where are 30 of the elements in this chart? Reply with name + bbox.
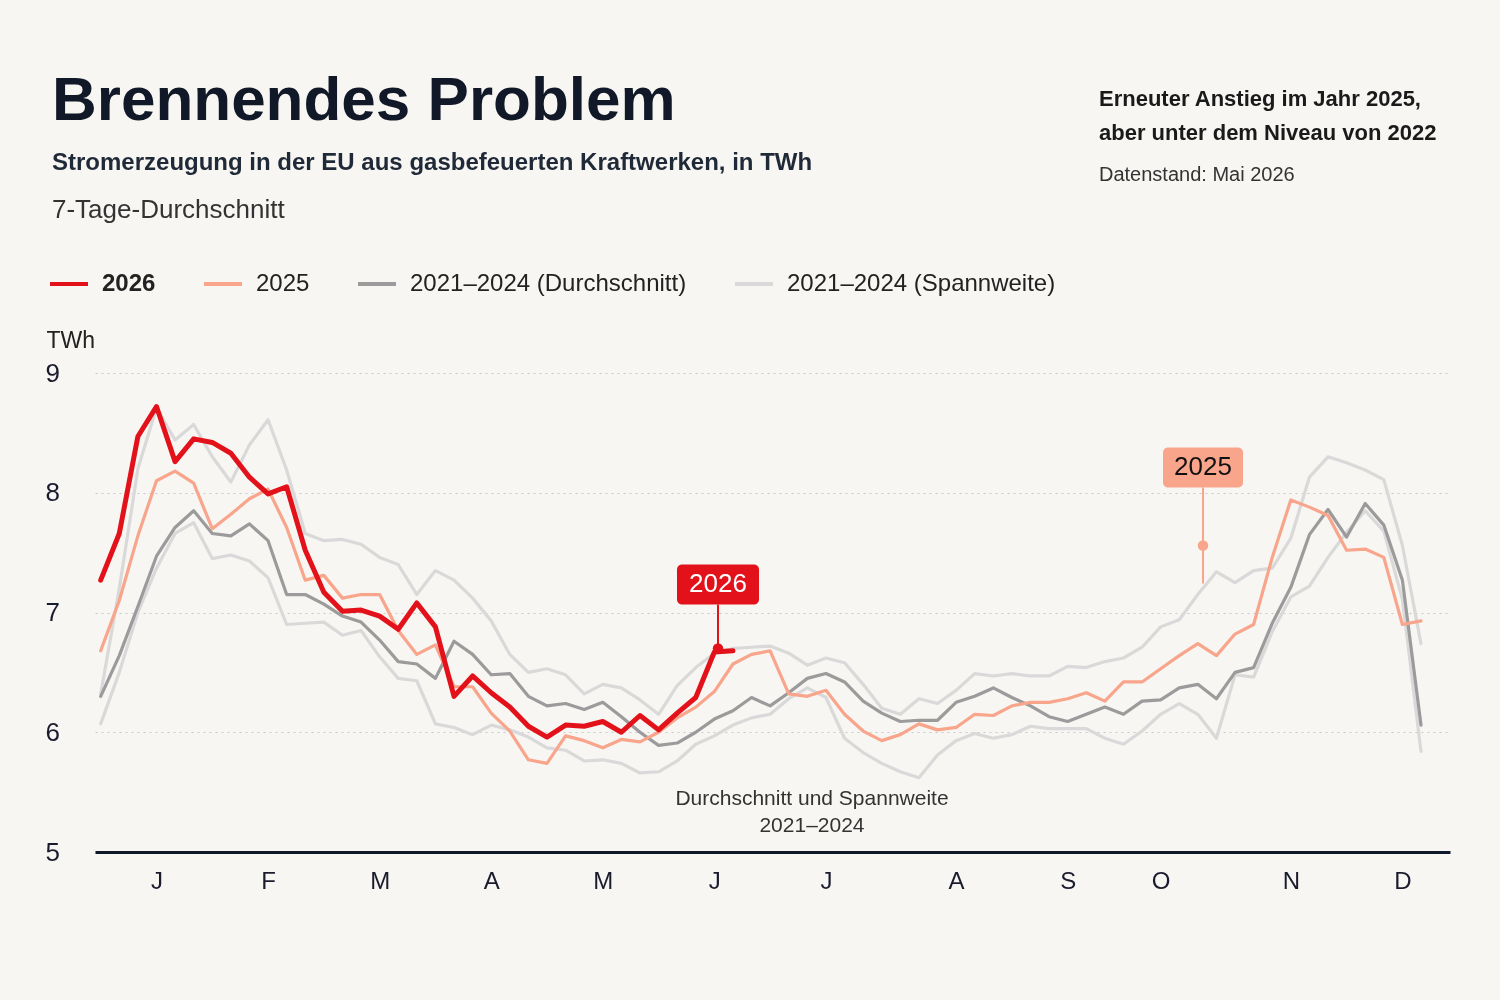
legend-label: 2021–2024 (Durchschnitt) — [410, 269, 687, 296]
x-tick-label: A — [948, 866, 965, 894]
text: Datenstand: Mai 2026 — [1099, 163, 1295, 185]
y-tick-label: 7 — [45, 597, 60, 627]
x-tick-label: F — [261, 866, 276, 894]
y-tick-label: 6 — [45, 716, 60, 747]
annotation: 2025 — [1174, 451, 1232, 482]
legend-label: 2026 — [102, 269, 156, 296]
chart-subtitle: Stromerzeugung in der EU aus gasbefeuerten Kraftwerken, in TWh — [52, 148, 813, 175]
x-tick-label: J — [150, 866, 163, 894]
y-tick-label: 8 — [45, 477, 60, 508]
annotation: Durchschnitt und Spannweite 2021–2024 — [675, 786, 949, 836]
text: 7-Tage-Durchschnitt — [52, 194, 286, 224]
legend-label: 2025 — [256, 269, 310, 296]
x-tick-label: M — [593, 866, 614, 894]
x-tick-label: J — [820, 866, 833, 894]
x-tick-label: D — [1394, 866, 1412, 894]
legend-label: 2021–2024 (Spannweite) — [787, 269, 1056, 296]
x-tick-label: O — [1151, 866, 1171, 894]
x-tick-label: A — [483, 866, 500, 894]
y-tick-label: 5 — [45, 836, 60, 867]
chart-title: Brennendes Problem — [52, 64, 676, 133]
x-tick-label: S — [1060, 866, 1077, 894]
x-tick-label: J — [708, 866, 721, 894]
y-tick-label: 9 — [45, 357, 60, 388]
y-axis-title: TWh — [46, 326, 96, 353]
text: Erneuter Anstieg im Jahr 2025, aber unter dem Niveau von 2022 — [1099, 86, 1437, 145]
x-tick-label: M — [370, 866, 391, 894]
x-tick-label: N — [1282, 866, 1300, 894]
annotation: 2026 — [689, 568, 747, 599]
